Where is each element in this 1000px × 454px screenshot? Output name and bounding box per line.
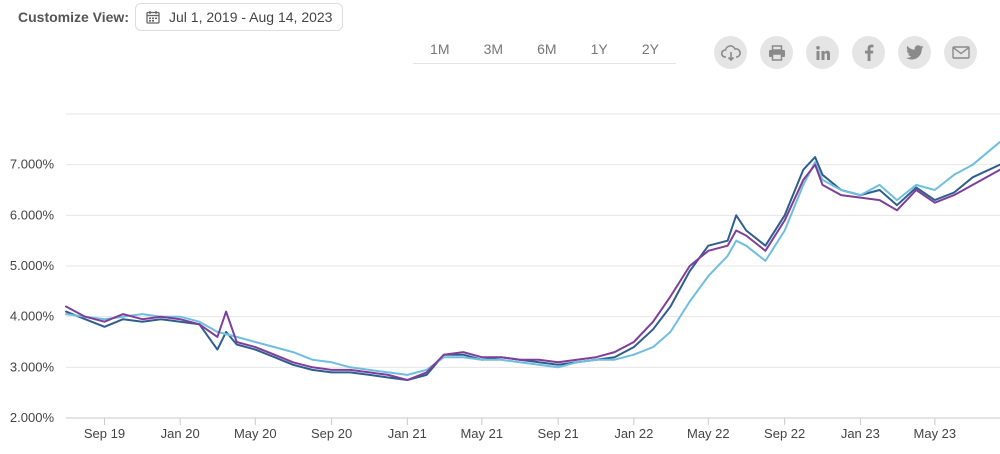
range-button-6m[interactable]: 6M — [537, 41, 557, 57]
y-tick-label: 5.000% — [10, 258, 55, 273]
range-button-1y[interactable]: 1Y — [590, 41, 608, 57]
series-line-3 — [65, 163, 1000, 381]
series-lines — [65, 140, 1000, 381]
customize-view-label: Customize View: — [18, 9, 129, 25]
range-button-3m[interactable]: 3M — [483, 41, 504, 57]
facebook-icon — [864, 44, 873, 61]
cloud-download-icon — [720, 44, 741, 61]
grid-lines — [66, 113, 1000, 419]
date-range-text: Jul 1, 2019 - Aug 14, 2023 — [169, 9, 333, 25]
x-tick-label: May 22 — [687, 426, 730, 441]
print-button[interactable] — [760, 36, 793, 69]
x-tick-label: Jan 23 — [841, 426, 880, 441]
share-toolbar — [714, 36, 977, 69]
x-axis: Sep 19 Jan 20 May 20 Sep 20 Jan 21 May 21 Sep … — [66, 417, 1000, 441]
email-icon — [951, 46, 970, 59]
y-tick-label: 6.000% — [10, 207, 55, 222]
y-axis-labels: 2.000% 3.000% 4.000% 5.000% 6.000% 7.000% — [10, 157, 55, 425]
series-line-2 — [65, 140, 1000, 376]
y-tick-label: 2.000% — [10, 410, 55, 425]
range-button-1m[interactable]: 1M — [430, 41, 450, 57]
y-tick-label: 4.000% — [10, 309, 55, 324]
y-tick-label: 7.000% — [10, 157, 55, 172]
y-tick-label: 3.000% — [10, 359, 55, 374]
email-button[interactable] — [944, 36, 977, 69]
linkedin-icon — [815, 45, 830, 60]
facebook-button[interactable] — [852, 36, 885, 69]
x-tick-label: Sep 22 — [764, 426, 805, 441]
series-line-1 — [65, 156, 1000, 381]
range-selector: 1M 3M 6M 1Y 2Y — [413, 34, 676, 64]
date-range-picker[interactable]: Jul 1, 2019 - Aug 14, 2023 — [135, 3, 344, 31]
x-tick-label: May 23 — [914, 426, 957, 441]
customize-view-bar: Customize View: Jul 1, 2019 - Aug 14, 20… — [18, 3, 344, 31]
x-tick-label: May 21 — [460, 426, 503, 441]
x-tick-label: Sep 19 — [84, 426, 125, 441]
x-tick-label: Sep 20 — [311, 426, 352, 441]
range-button-2y[interactable]: 2Y — [641, 41, 659, 57]
x-tick-label: Jan 20 — [161, 426, 200, 441]
x-tick-label: Sep 21 — [538, 426, 579, 441]
x-tick-label: May 20 — [234, 426, 277, 441]
x-tick-label: Jan 21 — [388, 426, 427, 441]
print-icon — [768, 44, 785, 61]
calendar-icon — [146, 11, 160, 24]
twitter-button[interactable] — [898, 36, 931, 69]
twitter-icon — [905, 45, 923, 60]
download-button[interactable] — [714, 36, 747, 69]
linkedin-button[interactable] — [806, 36, 839, 69]
x-tick-label: Jan 22 — [614, 426, 653, 441]
